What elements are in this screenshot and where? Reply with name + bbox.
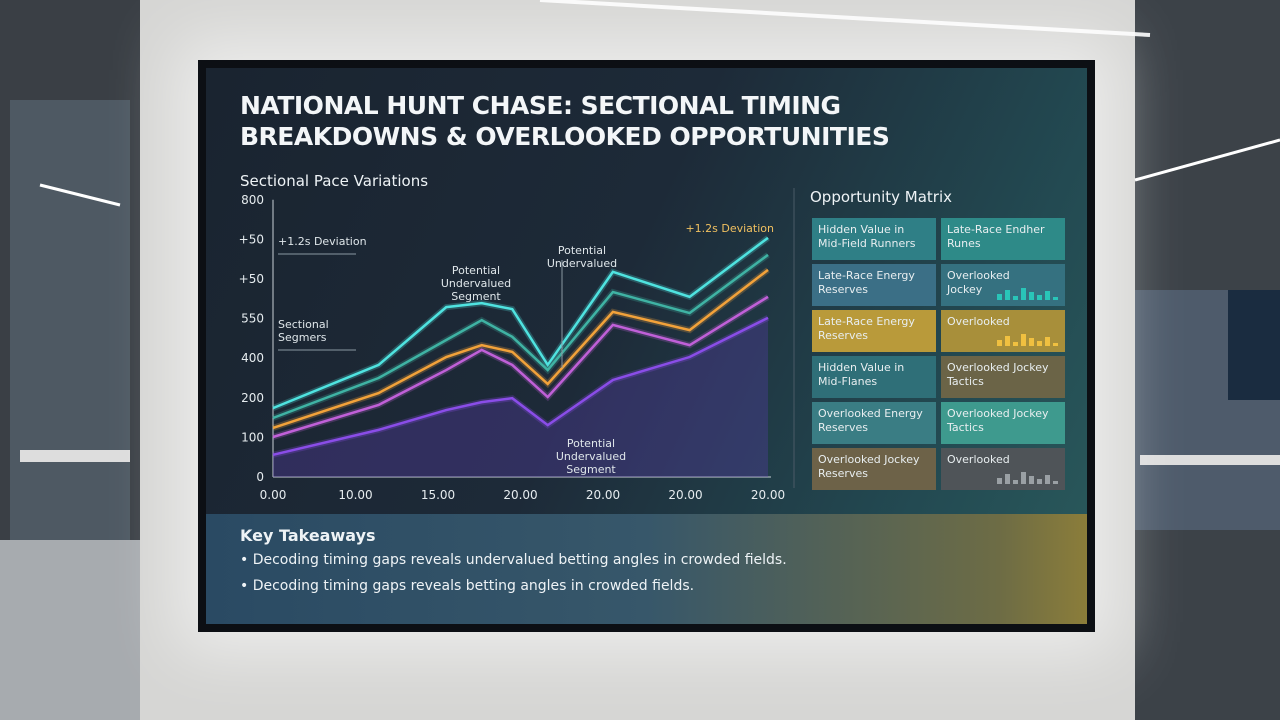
- mini-bar: [1013, 342, 1018, 346]
- matrix-tile: Overlooked: [941, 310, 1065, 352]
- mini-bar: [1045, 291, 1050, 300]
- mini-bar: [1029, 292, 1034, 300]
- takeaway-item: • Decoding timing gaps reveals betting a…: [240, 578, 694, 594]
- y-tick-label: +50: [239, 272, 264, 286]
- mini-bar: [1005, 290, 1010, 300]
- tile-label: Overlooked: [947, 315, 1010, 328]
- dashboard-title: NATIONAL HUNT CHASE: SECTIONAL TIMING BR…: [240, 91, 890, 151]
- series-line: [272, 236, 769, 410]
- dashboard: NATIONAL HUNT CHASE: SECTIONAL TIMING BR…: [206, 68, 1087, 624]
- matrix-tile: Late-Race Energy Reserves: [812, 264, 936, 306]
- takeaways-title: Key Takeaways: [240, 526, 376, 545]
- mini-bar: [997, 294, 1002, 300]
- mini-bar: [997, 478, 1002, 484]
- y-tick-label: 400: [241, 351, 264, 365]
- x-tick-label: 20.00: [503, 488, 537, 502]
- mini-bar: [1053, 297, 1058, 300]
- x-tick-label: 0.00: [260, 488, 287, 502]
- mini-bar: [1005, 474, 1010, 484]
- annotation: Potential Undervalued Segment: [556, 437, 626, 476]
- annotation: Potential Undervalued: [547, 244, 617, 270]
- matrix-tile: Overlooked: [941, 448, 1065, 490]
- matrix-tile: Overlooked Jockey: [941, 264, 1065, 306]
- y-tick-label: +50: [239, 232, 264, 246]
- tile-label: Overlooked: [947, 453, 1010, 466]
- x-tick-label: 15.00: [421, 488, 455, 502]
- tile-label: Overlooked Energy Reserves: [818, 407, 923, 434]
- mini-bar: [1005, 336, 1010, 346]
- mini-bar: [1021, 472, 1026, 484]
- matrix-tile: Late-Race Endher Runes: [941, 218, 1065, 260]
- y-tick-label: 800: [241, 193, 264, 207]
- tile-label: Late-Race Endher Runes: [947, 223, 1045, 250]
- takeaway-item: • Decoding timing gaps reveals undervalu…: [240, 552, 787, 568]
- annotation: +1.2s Deviation: [278, 235, 367, 248]
- matrix-tile: Hidden Value in Mid-Field Runners: [812, 218, 936, 260]
- y-tick-label: 0: [256, 470, 264, 484]
- y-tick-label: 100: [241, 430, 264, 444]
- x-tick-label: 20.00: [751, 488, 785, 502]
- mini-bar: [1029, 476, 1034, 484]
- mini-bar: [1037, 479, 1042, 484]
- matrix-tile: Overlooked Jockey Tactics: [941, 356, 1065, 398]
- series-line: [272, 316, 769, 457]
- mini-bar: [1021, 334, 1026, 346]
- tile-label: Overlooked Jockey Tactics: [947, 407, 1049, 434]
- mini-bar: [1045, 475, 1050, 484]
- mini-bar: [1053, 481, 1058, 484]
- series-line: [272, 268, 769, 430]
- takeaway-text: Decoding timing gaps reveals undervalued…: [252, 552, 787, 568]
- matrix-tile: Overlooked Jockey Tactics: [941, 402, 1065, 444]
- y-tick-label: 550: [241, 312, 264, 326]
- mini-bar: [1053, 343, 1058, 346]
- mini-bar: [1013, 480, 1018, 484]
- annotation: +1.2s Deviation: [685, 222, 774, 235]
- series-line: [272, 253, 769, 420]
- mini-bar: [1045, 337, 1050, 346]
- x-tick-label: 20.00: [668, 488, 702, 502]
- tile-label: Late-Race Energy Reserves: [818, 315, 915, 342]
- matrix-tile: Overlooked Energy Reserves: [812, 402, 936, 444]
- mini-bar: [1013, 296, 1018, 300]
- x-tick-label: 10.00: [338, 488, 372, 502]
- takeaway-text: Decoding timing gaps reveals betting ang…: [252, 578, 695, 594]
- takeaways-panel: Key Takeaways • Decoding timing gaps rev…: [206, 514, 1087, 624]
- display-screen: NATIONAL HUNT CHASE: SECTIONAL TIMING BR…: [198, 60, 1095, 632]
- matrix-tile: Late-Race Energy Reserves: [812, 310, 936, 352]
- mini-bar: [1037, 341, 1042, 346]
- matrix-tile: Overlooked Jockey Reserves: [812, 448, 936, 490]
- series-line: [272, 295, 769, 439]
- tile-label: Overlooked Jockey Reserves: [818, 453, 920, 480]
- matrix-tile: Hidden Value in Mid-Flanes: [812, 356, 936, 398]
- y-tick-label: 200: [241, 391, 264, 405]
- area: [273, 317, 768, 477]
- tile-label: Overlooked Jockey Tactics: [947, 361, 1049, 388]
- matrix-title: Opportunity Matrix: [810, 188, 953, 206]
- tile-label: Hidden Value in Mid-Field Runners: [818, 223, 916, 250]
- tile-label: Late-Race Energy Reserves: [818, 269, 915, 296]
- bullet: •: [240, 578, 253, 594]
- annotation: Sectional Segmers: [278, 318, 329, 344]
- chart: 0 100 200 400 550 +50 +50 800 0.00 10.00 15.00 20.0…: [239, 188, 795, 502]
- tile-label: Overlooked Jockey: [947, 269, 1010, 296]
- mini-bar: [1037, 295, 1042, 300]
- bullet: •: [240, 552, 253, 568]
- mini-bar: [1029, 338, 1034, 346]
- chart-title: Sectional Pace Variations: [240, 172, 429, 190]
- annotation: Potential Undervalued Segment: [441, 264, 511, 303]
- tile-label: Hidden Value in Mid-Flanes: [818, 361, 905, 388]
- mini-bar: [997, 340, 1002, 346]
- mini-bar: [1021, 288, 1026, 300]
- x-tick-label: 20.00: [586, 488, 620, 502]
